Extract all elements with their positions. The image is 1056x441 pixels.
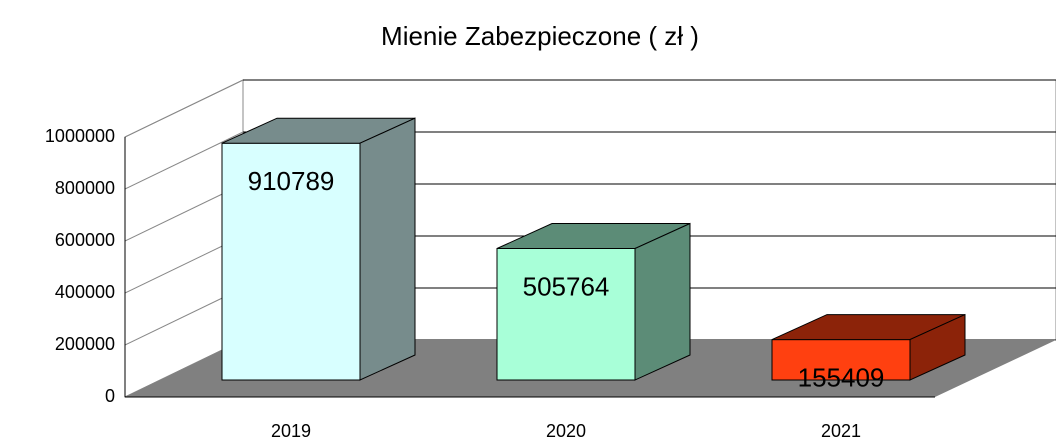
data-label: 505764 (523, 271, 610, 301)
bar-front (221, 142, 361, 381)
y-tick-label: 400000 (55, 282, 115, 302)
y-tick-label: 1000000 (45, 126, 115, 146)
data-label: 910789 (248, 166, 335, 196)
grid-line (124, 79, 244, 138)
data-label: 155409 (798, 362, 885, 392)
y-tick-label: 0 (105, 386, 115, 406)
x-tick-label: 2021 (821, 421, 861, 441)
y-tick-label: 800000 (55, 178, 115, 198)
x-tick-label: 2020 (546, 421, 586, 441)
chart-title: Mienie Zabezpieczone ( zł ) (381, 21, 699, 51)
bar-side (634, 222, 691, 381)
bar-front (496, 248, 636, 381)
grid-line (124, 131, 244, 190)
y-tick-label: 600000 (55, 230, 115, 250)
bar-side (909, 313, 966, 381)
bar-front (771, 339, 911, 381)
x-tick-label: 2019 (271, 421, 311, 441)
bar-side (359, 117, 416, 381)
y-tick-label: 200000 (55, 334, 115, 354)
